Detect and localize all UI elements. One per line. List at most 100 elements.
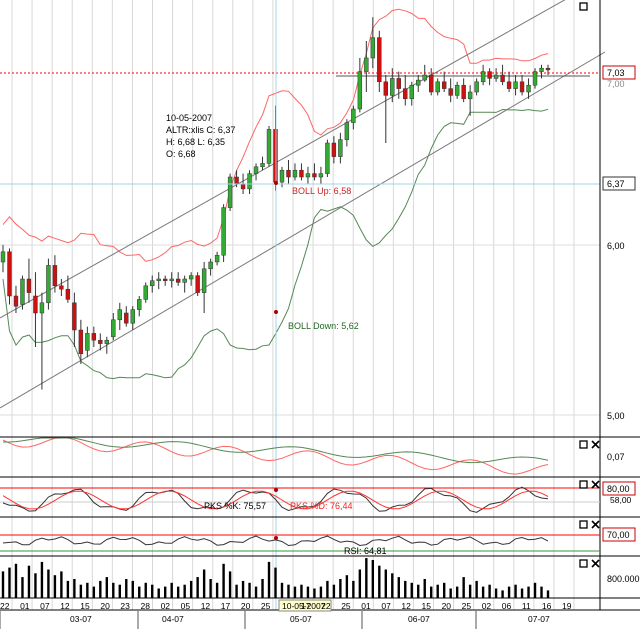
candle-body [33,295,38,314]
crosshair-price-marker [602,176,636,191]
square-icon[interactable] [579,480,588,489]
candle-body [441,81,447,89]
volume-bar [430,586,433,598]
candle-body [416,79,421,86]
x-tick-day: 19 [562,601,572,611]
volume-bar [449,588,452,598]
candle-body [338,139,343,157]
candle-body [370,37,376,59]
x-tick-day: 23 [120,601,130,611]
x-tick-day: 17 [301,601,311,611]
candle-body [396,78,401,89]
volume-bar [261,579,264,598]
x-tick-day: 28 [141,601,151,611]
volume-bar [501,590,504,598]
x-tick-day: 10-05-2007 [282,601,326,611]
candle-body [299,169,304,178]
candle-body [175,278,181,283]
volume-bar [417,584,420,598]
x-tick-month: 04-07 [162,614,184,624]
crosshair-price-value: 6,37 [607,179,625,189]
x-icon[interactable] [591,440,600,449]
candle-body [383,81,388,96]
x-tick-day: 01 [20,601,30,611]
candle-body [364,57,369,72]
volume-bar [183,584,186,598]
volume-bar [27,565,31,598]
square-icon[interactable] [579,520,588,529]
volume-bar [157,588,160,598]
candle-body [493,74,499,79]
x-tick-day: 15 [80,601,90,611]
volume-bar [410,582,413,598]
candle-body [137,299,142,310]
indicator-1-tick: 0,07 [607,452,625,462]
volume-bar [131,580,134,598]
volume-bar [352,580,355,598]
volume-bar [241,580,245,598]
volume-bar [176,586,180,598]
volume-bar [319,586,323,598]
volume-bar [164,586,167,598]
volume-bar [228,571,232,598]
x-icon[interactable] [591,559,600,568]
candle-body [422,74,427,81]
info-line3: O: 6,68 [166,149,196,159]
volume-bar [462,577,465,598]
volume-bar [144,582,147,598]
volume-bar [196,577,199,598]
candle-body [85,333,90,351]
candle-body [188,275,194,280]
candle-body [26,278,32,293]
pks-k-label: PKS %K: 75,57 [204,501,266,511]
indicator-1-line-red [2,437,549,475]
info-line1: ALTR:xlis C: 6,37 [166,125,235,135]
x-tick-month: 06-07 [408,614,430,624]
square-icon[interactable] [579,559,588,568]
volume-bar [313,588,316,598]
pks-80-marker [602,481,636,496]
candle-body [46,265,51,304]
candle-body [13,295,19,307]
candle-body [454,84,460,96]
volume-bar [358,569,362,598]
volume-bar [332,584,336,598]
candle-body [266,129,272,164]
candle-body [91,333,97,341]
square-icon[interactable] [579,2,588,11]
y-tick-6: 6,00 [607,241,625,251]
volume-bar [274,567,277,598]
volume-bar [66,580,70,598]
volume-bar [345,575,349,598]
candle-body [130,309,135,324]
volume-bar [248,582,251,598]
volume-bar [494,588,498,598]
candle-body [474,81,479,93]
volume-bar [507,586,511,598]
candle-body [461,84,466,100]
candle-body [0,251,6,263]
x-tick-day: 22 [0,601,10,611]
x-tick-day: 20 [241,601,251,611]
square-icon[interactable] [579,440,588,449]
volume-bar [300,584,303,598]
x-icon[interactable] [591,480,600,489]
x-tick-day: 16 [542,601,552,611]
x-icon[interactable] [591,520,600,529]
x-tick-month: 07-07 [528,614,550,624]
volume-bar [371,560,375,598]
volume-bar [47,569,50,598]
candle-body [253,166,259,174]
info-line2: H: 6,68 L: 6,35 [166,137,225,147]
rsi-panel: RSI: 64,81 70,00 [0,527,636,556]
volume-bar [73,579,76,598]
candle-body [292,169,298,178]
pks-k-line [2,486,549,513]
candle-body [20,278,25,305]
volume-bar [125,579,128,598]
boll-down-marker [274,310,278,314]
pks-d-label: PKS %D: 76,44 [290,501,353,511]
volume-bar [138,586,141,598]
candle-body [208,261,213,270]
